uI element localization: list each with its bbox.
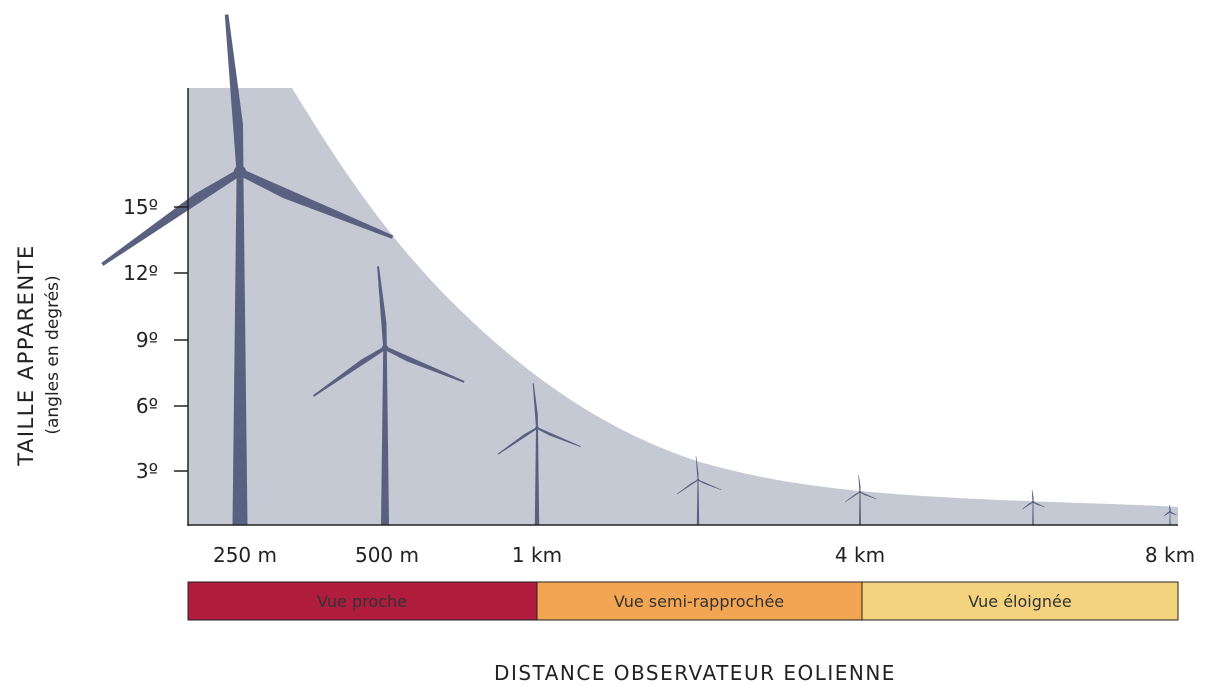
x-tick-label: 500 m (355, 543, 419, 567)
turbine-hub (859, 491, 861, 493)
y-tick-label: 9º (136, 328, 158, 352)
y-tick-label: 6º (136, 394, 158, 418)
y-ticks (174, 207, 188, 471)
y-tick-label: 3º (136, 459, 158, 483)
y-axis-subtitle: (angles en degrés) (43, 275, 63, 434)
figure: 15º 12º 9º 6º 3º TAILLE APPARENTE (angle… (0, 0, 1210, 685)
y-axis-title: TAILLE APPARENTE (14, 244, 38, 466)
zone-label: Vue éloignée (968, 592, 1071, 611)
zone-label: Vue proche (317, 592, 407, 611)
x-tick-label: 4 km (835, 543, 885, 567)
turbine-hub (382, 345, 389, 352)
y-tick-label: 12º (123, 261, 158, 285)
y-tick-label: 15º (123, 195, 158, 219)
visibility-area (188, 88, 1178, 525)
turbine-hub (234, 166, 247, 179)
turbine-hub (1032, 501, 1034, 503)
x-tick-label: 8 km (1145, 543, 1195, 567)
turbine-blade (858, 475, 860, 492)
turbine-hub (535, 426, 539, 430)
turbine-blade (1032, 490, 1034, 502)
x-tick-label: 250 m (213, 543, 277, 567)
x-axis-title: DISTANCE OBSERVATEUR EOLIENNE (494, 661, 896, 685)
turbine-hub (697, 479, 699, 481)
x-tick-label: 1 km (512, 543, 562, 567)
zone-label: Vue semi-rapprochée (614, 592, 784, 611)
turbine-hub (1169, 511, 1171, 513)
